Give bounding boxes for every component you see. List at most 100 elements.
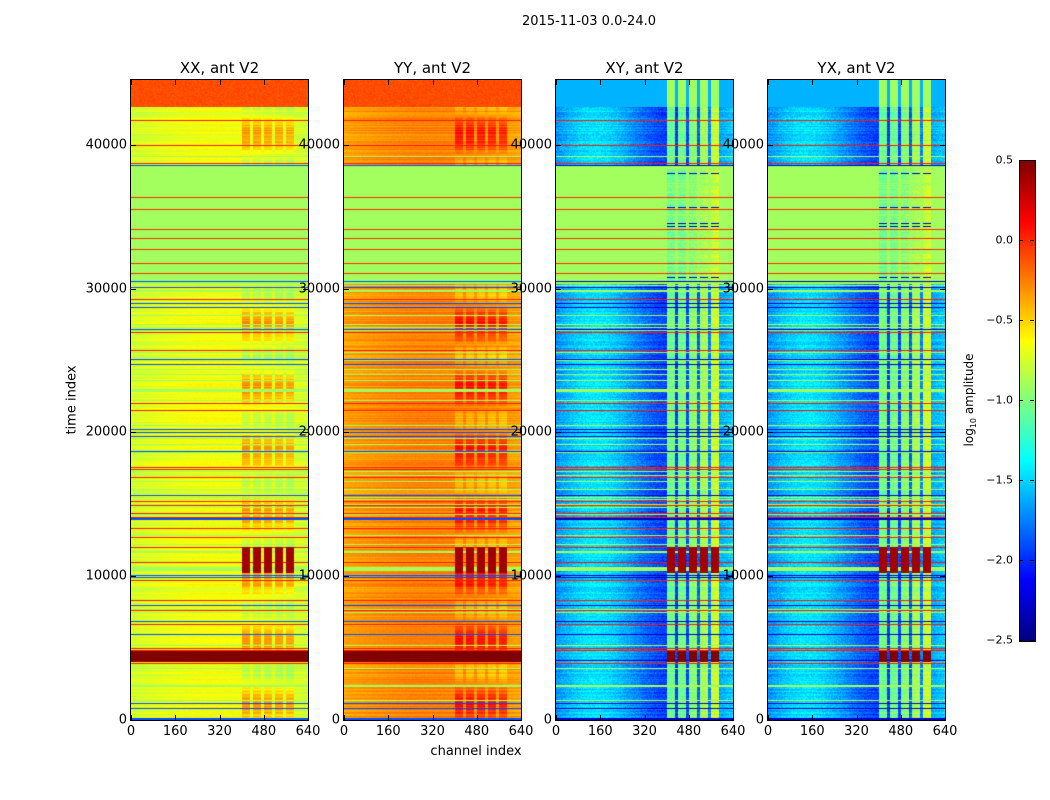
x-tick-label: 640: [508, 724, 534, 739]
y-tick-label: 40000: [85, 137, 127, 153]
colorbar-tick-mark: [1019, 160, 1023, 161]
y-tick-label: 0: [331, 712, 340, 728]
colorbar-tick-mark: [1030, 240, 1034, 241]
x-tick-mark: [432, 715, 434, 720]
x-tick-mark: [644, 80, 646, 85]
x-tick-mark: [388, 715, 390, 720]
y-tick-mark: [940, 720, 945, 721]
x-tick-mark: [856, 715, 858, 720]
x-tick-mark: [900, 80, 902, 85]
x-tick-mark: [521, 80, 522, 85]
x-axis-label: channel index: [430, 744, 522, 759]
x-tick-mark: [768, 80, 769, 85]
x-tick-label: 160: [587, 724, 613, 739]
heatmap-panel: [767, 79, 946, 721]
y-tick-label: 20000: [85, 424, 127, 440]
x-tick-mark: [476, 715, 478, 720]
x-tick-mark: [131, 715, 132, 720]
colorbar-gradient: [1020, 161, 1035, 641]
y-tick-label: 20000: [722, 424, 764, 440]
colorbar-tick-mark: [1019, 560, 1023, 561]
colorbar-tick-label: −2.0: [986, 553, 1013, 567]
x-tick-mark: [688, 80, 690, 85]
y-tick-mark: [131, 432, 136, 434]
x-tick-label: 480: [464, 724, 490, 739]
x-tick-mark: [688, 715, 690, 720]
x-tick-mark: [175, 715, 177, 720]
y-tick-label: 30000: [85, 281, 127, 297]
colorbar-label-sub: 10: [969, 417, 979, 429]
y-tick-mark: [516, 432, 521, 434]
x-tick-label: 0: [551, 724, 561, 739]
y-tick-mark: [768, 144, 773, 146]
y-tick-mark: [131, 288, 136, 290]
y-tick-mark: [344, 720, 349, 721]
y-tick-label: 40000: [510, 137, 552, 153]
y-tick-label: 30000: [722, 281, 764, 297]
y-tick-mark: [131, 720, 136, 721]
y-tick-label: 20000: [510, 424, 552, 440]
x-tick-label: 160: [799, 724, 825, 739]
y-tick-mark: [556, 288, 561, 290]
y-tick-mark: [516, 720, 521, 721]
y-tick-mark: [940, 432, 945, 434]
y-tick-mark: [940, 288, 945, 290]
y-tick-label: 0: [543, 712, 552, 728]
x-tick-mark: [219, 80, 221, 85]
y-tick-mark: [344, 144, 349, 146]
y-tick-label: 10000: [85, 568, 127, 584]
x-tick-mark: [600, 715, 602, 720]
heatmap-image: [768, 80, 945, 720]
panel-title: YY, ant V2: [393, 59, 472, 77]
heatmap-panel: [343, 79, 522, 721]
x-tick-mark: [344, 80, 345, 85]
y-tick-label: 20000: [298, 424, 340, 440]
x-tick-mark: [556, 80, 557, 85]
y-tick-mark: [728, 288, 733, 290]
colorbar-tick-label: 0.0: [995, 233, 1014, 247]
x-tick-label: 640: [720, 724, 746, 739]
colorbar-tick-mark: [1030, 320, 1034, 321]
y-axis-label: time index: [64, 365, 80, 435]
x-tick-mark: [263, 715, 265, 720]
x-tick-mark: [131, 80, 132, 85]
colorbar-tick-label: −1.0: [986, 393, 1013, 407]
colorbar-label: log10 amplitude: [962, 354, 978, 447]
y-tick-mark: [344, 288, 349, 290]
colorbar-tick-mark: [1019, 240, 1023, 241]
y-tick-label: 40000: [722, 137, 764, 153]
x-tick-mark: [900, 715, 902, 720]
x-tick-label: 480: [676, 724, 702, 739]
colorbar-tick-mark: [1030, 560, 1034, 561]
y-tick-mark: [131, 576, 136, 578]
y-tick-mark: [303, 144, 308, 146]
x-tick-mark: [644, 715, 646, 720]
y-tick-label: 0: [755, 712, 764, 728]
y-tick-mark: [344, 576, 349, 578]
colorbar-tick-mark: [1030, 480, 1034, 481]
y-tick-mark: [768, 288, 773, 290]
y-tick-mark: [728, 432, 733, 434]
y-tick-mark: [728, 144, 733, 146]
y-tick-mark: [516, 576, 521, 578]
colorbar-tick-label: −1.5: [986, 473, 1013, 487]
y-tick-mark: [940, 576, 945, 578]
y-tick-mark: [516, 144, 521, 146]
x-tick-label: 640: [932, 724, 958, 739]
y-tick-mark: [131, 144, 136, 146]
x-tick-label: 0: [126, 724, 136, 739]
heatmap-image: [131, 80, 308, 720]
y-tick-mark: [728, 720, 733, 721]
y-tick-mark: [516, 288, 521, 290]
x-tick-mark: [432, 80, 434, 85]
x-tick-label: 640: [295, 724, 321, 739]
colorbar-tick-mark: [1030, 400, 1034, 401]
y-tick-label: 0: [118, 712, 127, 728]
colorbar-tick-mark: [1030, 160, 1034, 161]
colorbar-label-log: log: [961, 428, 976, 447]
y-tick-label: 10000: [722, 568, 764, 584]
x-tick-label: 320: [207, 724, 232, 739]
x-tick-mark: [768, 715, 769, 720]
x-tick-mark: [308, 80, 309, 85]
